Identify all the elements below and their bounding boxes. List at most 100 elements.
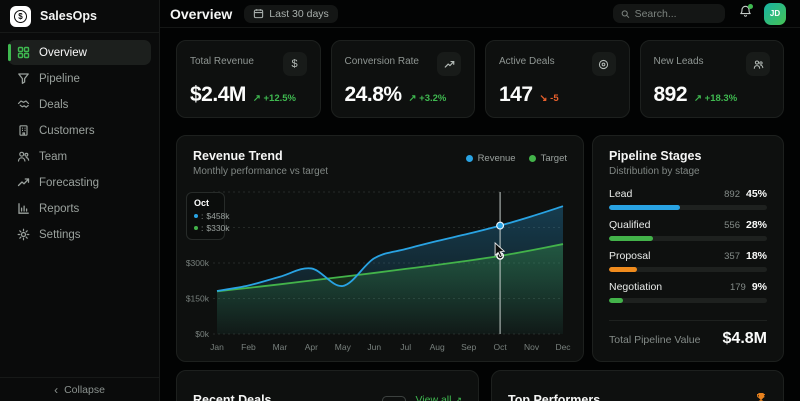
kpi-value: 147 [499, 83, 533, 106]
x-axis-label: Apr [305, 342, 318, 352]
top-performers-card: Top Performers [491, 370, 784, 401]
content: Total Revenue $ $2.4M ↗ +12.5% Conversio… [160, 28, 800, 401]
salesops-logo-icon: $ [10, 5, 31, 27]
kpi-card-new-leads: New Leads 892 ↗ +18.3% [639, 40, 784, 118]
kpi-row: Total Revenue $ $2.4M ↗ +12.5% Conversio… [176, 40, 784, 118]
kpi-card-total-revenue: Total Revenue $ $2.4M ↗ +12.5% [176, 40, 321, 118]
bell-icon [740, 5, 751, 17]
tooltip-revenue-dot [194, 214, 198, 218]
brand-name: SalesOps [40, 9, 97, 23]
page-title: Overview [170, 5, 233, 22]
sidebar-item-forecasting[interactable]: Forecasting [8, 170, 151, 195]
kpi-delta: ↗ +12.5% [252, 93, 296, 104]
series-area-target [217, 244, 563, 334]
sidebar-nav: Overview Pipeline Deals Customers Team F… [0, 33, 159, 377]
sidebar-item-pipeline[interactable]: Pipeline [8, 66, 151, 91]
view-all-link[interactable]: View all ↗ [415, 394, 462, 401]
tooltip-target-dot [194, 226, 198, 230]
x-axis-label: Mar [273, 342, 288, 352]
notification-dot [748, 3, 753, 9]
x-axis-label: Dec [555, 342, 571, 352]
sidebar-item-deals[interactable]: Deals [8, 92, 151, 117]
kpi-label: Active Deals [499, 56, 555, 67]
y-axis-label: $0k [195, 329, 209, 339]
trending-up-icon [437, 52, 461, 76]
grid-icon [17, 46, 30, 59]
collapse-label: Collapse [64, 383, 105, 396]
revenue-marker [496, 221, 505, 230]
kpi-label: Total Revenue [190, 56, 254, 67]
kpi-label: Conversion Rate [344, 56, 419, 67]
recent-deals-title: Recent Deals [193, 393, 272, 401]
gear-icon [17, 228, 30, 241]
handshake-icon [17, 100, 30, 108]
kpi-value: $2.4M [190, 83, 246, 106]
stage-bar-track [609, 298, 767, 303]
kpi-delta: ↗ +18.3% [694, 93, 738, 104]
arrow-up-right-icon: ↗ [454, 394, 462, 401]
kpi-delta: ↘ -5 [539, 93, 559, 104]
notifications-button[interactable] [739, 3, 753, 23]
pipeline-stages-list: Lead 892 45% Qualified 556 28% [609, 188, 767, 320]
collapse-button[interactable]: ‹ Collapse [0, 377, 159, 401]
stage-bar-fill [609, 267, 638, 272]
search-icon [621, 9, 630, 18]
pipeline-title: Pipeline Stages [609, 149, 702, 163]
team-icon [17, 151, 30, 162]
sidebar: $ SalesOps Overview Pipeline Deals Custo… [0, 0, 160, 401]
building-icon [19, 125, 28, 136]
brand: $ SalesOps [0, 0, 159, 33]
date-range-label: Last 30 days [269, 7, 329, 20]
top-performers-title: Top Performers [508, 393, 601, 401]
sidebar-item-label: Reports [39, 202, 80, 215]
capsule-indicator [382, 395, 407, 401]
bottom-row: Recent Deals View all ↗ Top Performers [176, 370, 784, 401]
sidebar-item-settings[interactable]: Settings [8, 222, 151, 247]
date-range-button[interactable]: Last 30 days [244, 4, 338, 23]
sidebar-item-customers[interactable]: Customers [8, 118, 151, 143]
search-input[interactable] [634, 7, 717, 20]
sidebar-item-label: Forecasting [39, 176, 100, 189]
legend-target[interactable]: Target [528, 153, 567, 164]
bar-chart-icon [18, 203, 29, 214]
chart-title: Revenue Trend [193, 149, 283, 163]
sidebar-item-label: Overview [39, 46, 87, 59]
avatar[interactable]: JD [764, 2, 786, 25]
revenue-trend-card: Revenue Trend Monthly performance vs tar… [176, 135, 584, 362]
x-axis-label: Nov [524, 342, 540, 352]
sidebar-item-overview[interactable]: Overview [8, 40, 151, 65]
y-axis-label: $150k [186, 294, 210, 304]
sidebar-item-label: Team [39, 150, 68, 163]
stage-bar-track [609, 236, 767, 241]
x-axis-label: Jul [400, 342, 411, 352]
kpi-card-conversion-rate: Conversion Rate 24.8% ↗ +3.2% [330, 40, 475, 118]
dollar-icon: $ [282, 52, 307, 76]
sidebar-item-label: Deals [39, 98, 69, 111]
stage-row-qualified: Qualified 556 28% [609, 219, 767, 241]
chart-legend: Revenue Target [465, 153, 567, 164]
chevron-left-icon: ‹ [54, 382, 59, 397]
calendar-icon [254, 9, 264, 19]
legend-dot-revenue [465, 155, 473, 162]
stage-bar-fill [609, 236, 654, 241]
x-axis-label: Oct [493, 342, 507, 352]
x-axis-label: May [335, 342, 352, 352]
topbar: Overview Last 30 days JD [160, 0, 800, 28]
x-axis-label: Sep [461, 342, 476, 352]
pipeline-total: Total Pipeline Value $4.8M [609, 320, 767, 348]
x-axis-label: Jan [210, 342, 224, 352]
tooltip-revenue-value: $458k [206, 211, 230, 221]
search-box[interactable] [613, 4, 725, 23]
x-axis-label: Aug [430, 342, 445, 352]
legend-revenue[interactable]: Revenue [465, 153, 516, 164]
sidebar-item-team[interactable]: Team [8, 144, 151, 169]
stage-row-lead: Lead 892 45% [609, 188, 767, 210]
sidebar-item-label: Settings [39, 228, 81, 241]
mouse-cursor [494, 241, 506, 258]
tooltip-month: Oct [194, 198, 210, 208]
kpi-value: 24.8% [344, 83, 403, 106]
pipeline-stages-card: Pipeline Stages Distribution by stage Le… [592, 135, 784, 362]
kpi-label: New Leads [653, 56, 704, 67]
sidebar-item-reports[interactable]: Reports [8, 196, 151, 221]
sidebar-item-label: Pipeline [39, 72, 80, 85]
